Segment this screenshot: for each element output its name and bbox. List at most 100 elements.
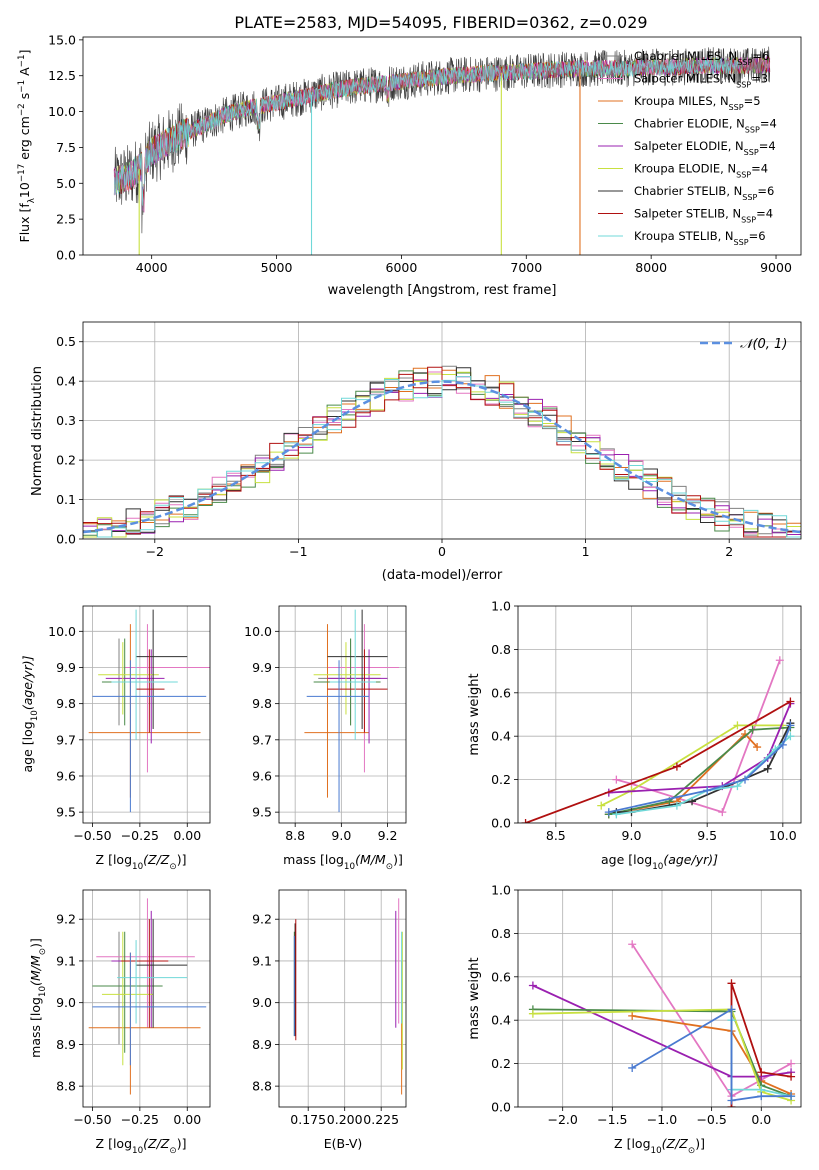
- panel-residuals: −2 −1 0 1 2 0.0 0.1 0.2 0.3 0.4 0.5 𝒩(0, 1) (data-mo…: [30, 321, 802, 583]
- y-tick-label: 7.5: [56, 140, 76, 155]
- y-axis-label: age [log10(age/yr)]: [20, 655, 40, 772]
- panel-spectrum: 4000 5000 6000 7000 8000 9000 0.0 2.5 5.0 7.5 10.0…: [17, 32, 802, 298]
- panel-weight_vs_age: 8.5 9.0 9.5 10.0 0.0 0.2 0.4 0.6 0.8 1.0 age [log1…: [467, 599, 802, 872]
- x-tick-label: −0.25: [121, 1112, 159, 1127]
- legend: Chabrier MILES, NSSP=6 Salpeter MILES, NS…: [598, 49, 777, 247]
- weight-marker: [628, 1063, 637, 1072]
- y-tick-label: 9.1: [252, 953, 272, 968]
- x-tick-label: 0.00: [173, 1112, 201, 1127]
- x-tick-label: 6000: [386, 260, 418, 275]
- y-tick-label: 9.1: [56, 953, 76, 968]
- y-tick-label: 9.7: [56, 732, 76, 747]
- x-tick-label: 0: [438, 544, 446, 559]
- y-tick-label: 0.4: [56, 374, 76, 389]
- y-tick-label: 9.0: [252, 995, 272, 1010]
- legend-entry: Chabrier ELODIE, NSSP=4: [634, 117, 777, 135]
- weight-marker: [763, 764, 772, 773]
- x-tick-label: −2.0: [548, 1112, 578, 1127]
- x-tick-label: 10.0: [769, 828, 797, 843]
- gaussian-curve: [83, 380, 801, 534]
- weight-line-3: [608, 726, 791, 816]
- axes-frame: [82, 36, 802, 256]
- weight-marker: [786, 697, 795, 706]
- weight-marker: [727, 1005, 736, 1014]
- y-tick-label: 9.9: [252, 660, 272, 675]
- x-tick-label: 5000: [261, 260, 293, 275]
- legend-entry: Kroupa MILES, NSSP=5: [634, 94, 761, 112]
- weight-marker: [612, 810, 621, 819]
- panel-mass_vs_ebv: 0.175 0.200 0.225 8.8 8.9 9.0 9.1 9.2 E(B-V): [252, 889, 407, 1151]
- histogram-series-7: [83, 366, 801, 538]
- y-tick-label: 0.8: [491, 642, 511, 657]
- y-tick-label: 0.6: [491, 969, 511, 984]
- weight-marker: [628, 940, 637, 949]
- x-tick-label: 2: [725, 544, 733, 559]
- y-axis-label: mass weight: [467, 673, 482, 755]
- x-tick-label: 9.5: [697, 828, 717, 843]
- x-tick-label: 8000: [635, 260, 667, 275]
- x-tick-label: 0.0: [751, 1112, 771, 1127]
- y-axis-label: Normed distribution: [30, 366, 45, 496]
- y-tick-label: 0.0: [491, 816, 511, 831]
- y-axis-label: mass weight: [467, 957, 482, 1039]
- weight-marker: [521, 819, 530, 823]
- x-axis-label: Z [log10(Z/Z⊙)]: [96, 852, 187, 872]
- x-axis-label: Z [log10(Z/Z⊙)]: [614, 1136, 705, 1156]
- weight-marker: [528, 981, 537, 990]
- legend-entry: Salpeter STELIB, NSSP=4: [634, 207, 773, 225]
- axes-frame: [278, 889, 407, 1108]
- x-tick-label: −1.0: [647, 1112, 677, 1127]
- weight-line-4: [608, 703, 792, 794]
- x-axis-label: E(B-V): [324, 1136, 363, 1151]
- y-tick-label: 10.0: [244, 624, 272, 639]
- weight-line-2: [632, 1015, 792, 1095]
- x-tick-label: 9000: [760, 260, 792, 275]
- plot-area: [113, 46, 771, 255]
- weight-marker: [733, 721, 742, 730]
- weight-marker: [786, 732, 795, 741]
- y-tick-label: 9.7: [252, 732, 272, 747]
- weight-marker: [628, 1011, 637, 1020]
- y-tick-label: 9.2: [252, 912, 272, 927]
- axes-frame: [82, 605, 211, 824]
- plot-area: [83, 890, 210, 1107]
- y-tick-label: 2.5: [56, 212, 76, 227]
- x-tick-label: 9.2: [378, 828, 398, 843]
- panel-weight_vs_Z: −2.0 −1.5 −1.0 −0.5 0.0 0.0 0.2 0.4 0.6 0.8 1.0 Z […: [467, 883, 802, 1156]
- plot-area: [83, 322, 801, 539]
- panel-age_vs_mass: 8.8 9.0 9.2 9.5 9.6 9.7 9.8 9.9 10.0 mass [log10(…: [244, 605, 407, 872]
- y-tick-label: 0.4: [491, 729, 511, 744]
- weight-marker: [787, 1072, 796, 1081]
- legend-entry: Kroupa STELIB, NSSP=6: [634, 229, 766, 247]
- weight-marker: [733, 782, 742, 791]
- weight-marker: [757, 1068, 766, 1077]
- y-tick-label: 8.9: [56, 1037, 76, 1052]
- legend-entry: Chabrier MILES, NSSP=6: [634, 49, 769, 67]
- axes-frame: [82, 321, 802, 540]
- x-axis-label: wavelength [Angstrom, rest frame]: [328, 283, 557, 298]
- y-tick-label: 8.8: [56, 1079, 76, 1094]
- x-tick-label: −0.5: [696, 1112, 726, 1127]
- y-tick-label: 1.0: [491, 883, 511, 898]
- axes-frame: [517, 605, 802, 824]
- panel-mass_vs_Z: −0.50 −0.25 0.00 8.8 8.9 9.0 9.1 9.2 Z [log10(Z/…: [28, 889, 211, 1156]
- weight-marker: [727, 979, 736, 988]
- x-axis-label: age [log10(age/yr)]: [601, 852, 718, 872]
- y-tick-label: 0.2: [491, 1056, 511, 1071]
- y-tick-label: 0.2: [491, 772, 511, 787]
- y-axis-label: mass [log10(M/M⊙)]: [28, 938, 48, 1058]
- y-tick-label: 1.0: [491, 599, 511, 614]
- y-tick-label: 9.0: [56, 995, 76, 1010]
- x-tick-label: 0.175: [290, 1112, 326, 1127]
- plot-area: [279, 606, 406, 823]
- x-axis-label: (data-model)/error: [382, 568, 503, 583]
- spectrum-line-8: [113, 57, 739, 206]
- x-tick-label: −2: [146, 544, 164, 559]
- weight-marker: [778, 740, 787, 749]
- weight-marker: [753, 743, 762, 752]
- x-tick-label: −1.5: [597, 1112, 627, 1127]
- weight-line-8: [616, 735, 791, 816]
- axes-frame: [517, 889, 802, 1108]
- x-tick-label: −0.50: [73, 828, 111, 843]
